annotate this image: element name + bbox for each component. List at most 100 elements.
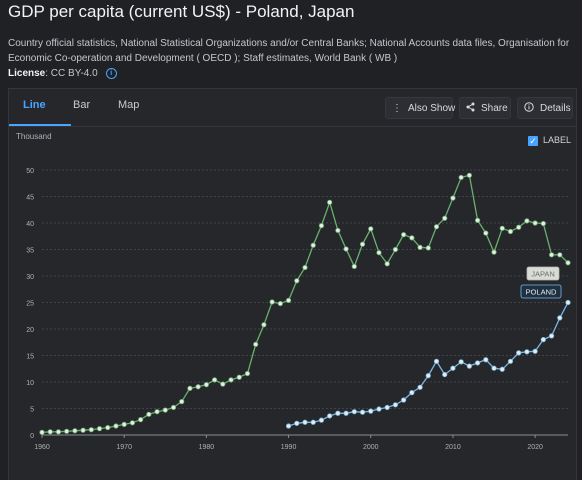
data-point-japan (236, 374, 242, 380)
data-point-poland (335, 410, 341, 416)
data-point-poland (540, 337, 546, 343)
data-point-japan (39, 429, 45, 435)
y-tick-label: 10 (26, 380, 34, 387)
y-tick-label: 50 (26, 168, 34, 175)
japan-end-label: JAPAN (531, 270, 555, 279)
label-checkbox[interactable]: ✓ (528, 136, 538, 146)
data-point-japan (466, 172, 472, 178)
data-point-poland (442, 371, 448, 378)
tab-map[interactable]: Map (118, 99, 140, 111)
data-point-poland (548, 333, 555, 339)
data-point-japan (516, 224, 522, 230)
data-point-japan (507, 228, 514, 235)
data-point-japan (557, 252, 563, 258)
data-point-japan (55, 429, 62, 435)
data-point-japan (146, 411, 152, 417)
data-point-japan (72, 428, 78, 434)
y-tick-label: 25 (26, 301, 34, 308)
data-point-japan (47, 429, 53, 435)
data-point-japan (80, 427, 86, 433)
data-point-japan (491, 249, 497, 255)
series-line-poland (288, 302, 569, 427)
data-point-poland (516, 350, 522, 356)
y-tick-label: 35 (26, 248, 34, 255)
data-point-japan (113, 423, 119, 429)
data-point-poland (433, 358, 440, 364)
data-point-japan (162, 407, 168, 413)
share-button[interactable]: Share (459, 97, 511, 119)
active-tab-indicator (9, 124, 71, 126)
data-point-poland (285, 423, 292, 429)
data-point-japan (187, 385, 193, 391)
data-point-poland (302, 419, 308, 425)
tab-bar-chart[interactable]: Bar (73, 99, 91, 111)
gdp-line-chart: Thousand 0 5 10 15 20 25 30 35 40 45 50 1960 1970 1980… (16, 132, 571, 451)
y-tick-label: 0 (30, 433, 34, 440)
data-point-japan (540, 220, 546, 227)
license-row: License : CC BY-4.0 i (8, 68, 117, 79)
data-point-poland (392, 402, 399, 408)
tab-line[interactable]: Line (23, 99, 46, 111)
data-point-japan (359, 241, 366, 247)
more-vertical-icon: ⋮ (392, 102, 402, 114)
data-point-japan (228, 377, 234, 383)
y-tick-label: 15 (26, 354, 34, 361)
data-point-poland (532, 348, 538, 354)
data-point-poland (384, 404, 390, 411)
data-point-poland (327, 413, 333, 419)
y-tick-label: 45 (26, 195, 34, 202)
data-point-japan (285, 297, 292, 303)
data-point-japan (458, 174, 464, 181)
data-point-japan (442, 215, 448, 221)
data-point-poland (294, 420, 300, 426)
x-tick-label: 1970 (116, 444, 132, 451)
data-point-japan (433, 224, 440, 230)
data-point-poland (565, 299, 571, 306)
y-tick-label: 5 (30, 407, 34, 414)
data-point-japan (401, 232, 407, 238)
share-icon (466, 102, 475, 115)
data-point-japan (392, 246, 399, 253)
data-point-poland (507, 358, 514, 364)
y-tick-label: 30 (26, 274, 34, 281)
y-axis-label: Thousand (16, 132, 52, 141)
info-icon[interactable]: i (105, 68, 117, 79)
x-tick-label: 1980 (199, 444, 215, 451)
data-point-japan (179, 399, 185, 405)
data-point-japan (170, 404, 177, 411)
data-point-poland (409, 389, 415, 396)
data-point-japan (277, 300, 283, 307)
also-show-button[interactable]: ⋮ Also Show (385, 97, 455, 119)
series-line-japan (41, 174, 569, 434)
data-point-japan (384, 261, 390, 267)
data-point-japan (368, 226, 374, 232)
data-point-japan (565, 260, 571, 266)
data-point-japan (195, 384, 201, 390)
y-tick-label: 40 (26, 221, 34, 228)
x-tick-label: 1960 (34, 444, 50, 451)
data-point-japan (129, 420, 136, 426)
data-point-japan (351, 263, 357, 270)
data-point-japan (261, 322, 267, 328)
data-point-japan (64, 428, 70, 434)
data-point-japan (327, 199, 333, 205)
data-point-poland (351, 409, 357, 415)
details-button[interactable]: Details (517, 97, 573, 119)
data-point-japan (409, 235, 415, 241)
data-point-japan (499, 225, 505, 231)
data-point-japan (294, 278, 300, 284)
source-description: Country official statistics, National St… (8, 38, 570, 64)
data-point-poland (368, 408, 374, 414)
data-point-poland (310, 419, 316, 425)
data-point-japan (335, 227, 341, 234)
x-tick-label: 2000 (363, 444, 379, 451)
data-point-japan (474, 217, 481, 223)
data-point-japan (121, 421, 127, 427)
data-point-japan (269, 299, 275, 305)
label-toggle-text: LABEL (543, 135, 572, 145)
data-point-poland (483, 357, 489, 363)
data-point-poland (499, 366, 505, 372)
tab-bar: Line Bar Map ⋮ Also Show Share Details (9, 89, 576, 127)
data-point-poland (376, 406, 382, 412)
info-circle-icon (524, 101, 534, 115)
